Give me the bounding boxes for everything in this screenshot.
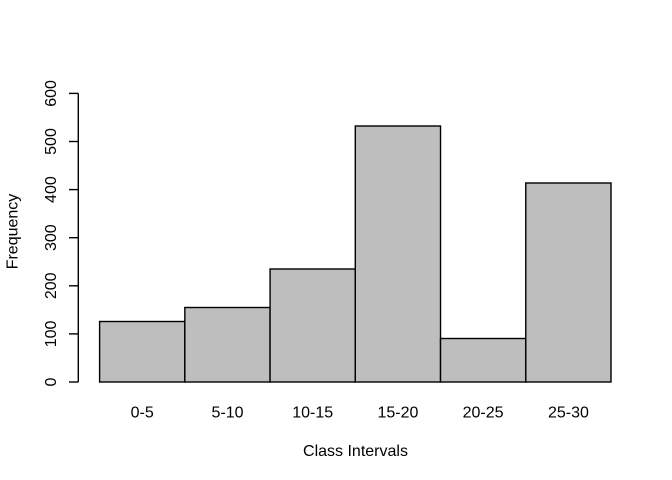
svg-text:25-30: 25-30	[548, 405, 589, 422]
svg-text:600: 600	[43, 80, 60, 107]
svg-text:200: 200	[43, 272, 60, 299]
svg-text:0: 0	[43, 377, 60, 386]
svg-text:15-20: 15-20	[377, 405, 418, 422]
svg-text:100: 100	[43, 320, 60, 347]
svg-text:Frequency: Frequency	[5, 194, 22, 270]
svg-text:20-25: 20-25	[463, 405, 504, 422]
svg-text:300: 300	[43, 224, 60, 251]
svg-text:500: 500	[43, 128, 60, 155]
svg-text:Class Intervals: Class Intervals	[303, 443, 408, 460]
svg-text:0-5: 0-5	[131, 405, 154, 422]
svg-text:5-10: 5-10	[211, 405, 243, 422]
svg-text:400: 400	[43, 176, 60, 203]
svg-text:10-15: 10-15	[292, 405, 333, 422]
